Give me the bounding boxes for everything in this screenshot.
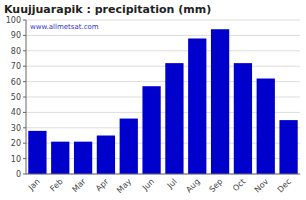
x-tick-label: Dec <box>276 177 293 194</box>
grid-line <box>26 35 300 36</box>
x-tick-label: Aug <box>184 177 201 194</box>
y-tick-label: 70 <box>11 62 21 71</box>
y-tick-label: 100 <box>6 16 21 25</box>
x-tick-label: Feb <box>48 177 64 193</box>
bar <box>97 136 115 175</box>
x-tick-label: Mar <box>70 177 88 195</box>
x-tick-label: Jun <box>140 177 156 193</box>
y-tick-label: 30 <box>11 124 21 133</box>
x-tick-label: Apr <box>94 177 111 194</box>
grid <box>26 20 300 174</box>
bar <box>28 131 46 174</box>
y-tick-label: 10 <box>11 155 21 164</box>
y-tick-label: 60 <box>11 78 21 87</box>
y-tick-label: 90 <box>11 31 21 40</box>
x-tick-label: Nov <box>253 177 271 195</box>
chart-title: Kuujjuarapik : precipitation (mm) <box>4 3 211 16</box>
x-tick-label: Jan <box>26 177 42 193</box>
y-tick-label: 20 <box>11 139 21 148</box>
bar <box>142 86 160 174</box>
y-tick-label: 40 <box>11 108 21 117</box>
chart-svg: Kuujjuarapik : precipitation (mm) 0 10 20 30… <box>0 0 306 200</box>
grid-line <box>26 50 300 51</box>
bar <box>74 142 92 174</box>
grid-line <box>26 66 300 67</box>
y-tick-label: 0 <box>16 170 21 179</box>
bar <box>165 63 183 174</box>
x-tick-label: Oct <box>231 177 247 193</box>
bar <box>211 29 229 174</box>
x-tick-label: Sep <box>207 177 224 194</box>
y-tick-label: 50 <box>11 93 21 102</box>
x-tick-label: Jul <box>165 177 179 191</box>
bar <box>257 79 275 174</box>
grid-line <box>26 174 300 175</box>
bar <box>279 120 297 174</box>
bar <box>51 142 69 174</box>
x-axis-line <box>26 174 300 175</box>
chart-container: Kuujjuarapik : precipitation (mm) 0 10 20 30… <box>0 0 306 200</box>
y-tick-label: 80 <box>11 47 21 56</box>
x-tick-label: May <box>115 177 133 195</box>
bar <box>188 38 206 174</box>
y-axis-line <box>26 20 27 174</box>
watermark: www.allmetsat.com <box>30 23 99 31</box>
bar <box>234 63 252 174</box>
bar <box>120 119 138 174</box>
bars <box>28 29 297 174</box>
grid-line <box>26 20 300 21</box>
